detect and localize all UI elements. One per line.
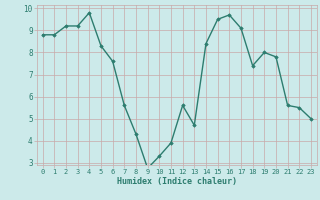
X-axis label: Humidex (Indice chaleur): Humidex (Indice chaleur): [117, 177, 237, 186]
